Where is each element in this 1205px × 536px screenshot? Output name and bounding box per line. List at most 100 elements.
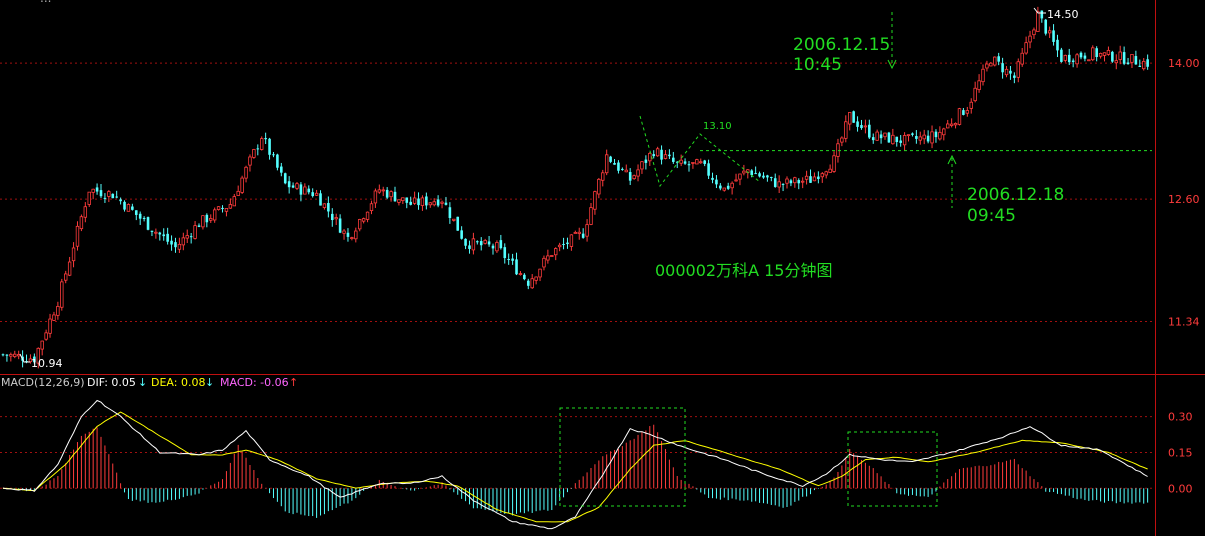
- candle[interactable]: [1146, 54, 1149, 70]
- candle[interactable]: [365, 211, 370, 223]
- candle[interactable]: [789, 178, 793, 187]
- candle[interactable]: [785, 176, 789, 189]
- candle[interactable]: [542, 255, 546, 271]
- candle[interactable]: [1130, 54, 1134, 69]
- candle[interactable]: [820, 172, 824, 183]
- candle[interactable]: [777, 175, 781, 193]
- candle[interactable]: [577, 227, 581, 240]
- candle[interactable]: [5, 354, 9, 362]
- candle[interactable]: [1102, 52, 1107, 62]
- candle[interactable]: [67, 256, 72, 277]
- candle[interactable]: [166, 227, 169, 245]
- candle[interactable]: [957, 107, 962, 126]
- candle[interactable]: [648, 152, 652, 166]
- candle[interactable]: [16, 350, 21, 360]
- candle[interactable]: [856, 116, 859, 132]
- candle[interactable]: [523, 273, 526, 281]
- candle[interactable]: [264, 132, 267, 145]
- candle[interactable]: [1067, 48, 1071, 66]
- candle[interactable]: [895, 136, 899, 147]
- candle[interactable]: [170, 235, 173, 251]
- candle[interactable]: [985, 60, 989, 72]
- candle[interactable]: [766, 174, 769, 182]
- candle[interactable]: [314, 189, 319, 196]
- candle[interactable]: [1083, 52, 1087, 62]
- candle[interactable]: [1118, 45, 1122, 65]
- candle[interactable]: [319, 190, 322, 206]
- candle[interactable]: [158, 231, 162, 241]
- candle[interactable]: [1001, 57, 1004, 79]
- candle[interactable]: [201, 215, 205, 230]
- candle[interactable]: [911, 132, 914, 137]
- candle[interactable]: [358, 218, 362, 232]
- candle[interactable]: [134, 210, 138, 221]
- candle[interactable]: [1028, 30, 1032, 49]
- candle[interactable]: [781, 183, 785, 192]
- candle[interactable]: [604, 149, 609, 176]
- candle[interactable]: [1087, 59, 1091, 62]
- candle[interactable]: [189, 233, 193, 244]
- dif-line[interactable]: [2, 399, 1148, 530]
- candle[interactable]: [138, 211, 142, 225]
- candle[interactable]: [793, 176, 797, 188]
- candle[interactable]: [922, 129, 926, 145]
- macd-histogram[interactable]: [2, 424, 1149, 518]
- candle[interactable]: [868, 119, 871, 140]
- candle[interactable]: [719, 183, 722, 191]
- candle[interactable]: [456, 216, 460, 231]
- candle[interactable]: [272, 151, 275, 158]
- candle[interactable]: [91, 188, 95, 200]
- candle[interactable]: [1060, 47, 1063, 63]
- candle[interactable]: [75, 221, 80, 251]
- candle[interactable]: [295, 182, 299, 190]
- candle[interactable]: [800, 177, 805, 189]
- candle[interactable]: [609, 155, 612, 164]
- candle[interactable]: [126, 203, 131, 212]
- candle[interactable]: [683, 158, 687, 165]
- candle[interactable]: [483, 238, 487, 245]
- candle[interactable]: [840, 136, 844, 147]
- candle[interactable]: [1142, 58, 1146, 71]
- candle[interactable]: [115, 190, 118, 199]
- candle[interactable]: [973, 81, 977, 103]
- candle[interactable]: [722, 187, 726, 192]
- candle[interactable]: [668, 149, 671, 159]
- candle[interactable]: [405, 197, 409, 209]
- candle[interactable]: [342, 228, 346, 240]
- candle[interactable]: [848, 112, 852, 131]
- candle[interactable]: [1122, 46, 1126, 66]
- candle[interactable]: [56, 301, 60, 320]
- candle[interactable]: [9, 352, 13, 362]
- candle[interactable]: [511, 253, 514, 265]
- candle[interactable]: [1106, 46, 1111, 56]
- candle[interactable]: [530, 274, 534, 289]
- candle[interactable]: [83, 202, 88, 223]
- candle[interactable]: [103, 193, 107, 203]
- candle[interactable]: [730, 181, 734, 195]
- candle[interactable]: [460, 226, 463, 240]
- candle[interactable]: [624, 164, 628, 173]
- candle[interactable]: [432, 198, 436, 207]
- candle[interactable]: [464, 238, 467, 250]
- candle[interactable]: [538, 268, 542, 282]
- candle[interactable]: [887, 131, 891, 143]
- candle[interactable]: [495, 240, 499, 253]
- candle[interactable]: [280, 162, 283, 177]
- candle[interactable]: [417, 192, 420, 210]
- candle[interactable]: [597, 177, 601, 199]
- candle[interactable]: [934, 129, 938, 143]
- candle[interactable]: [87, 191, 91, 207]
- candle[interactable]: [40, 340, 44, 356]
- candle[interactable]: [244, 165, 248, 183]
- candle[interactable]: [283, 172, 287, 185]
- candle[interactable]: [111, 193, 115, 199]
- candle[interactable]: [1040, 10, 1044, 23]
- candle[interactable]: [123, 200, 126, 212]
- candle[interactable]: [1013, 72, 1016, 84]
- candle[interactable]: [1009, 65, 1012, 80]
- candle[interactable]: [373, 188, 378, 208]
- candle[interactable]: [809, 169, 812, 183]
- candle[interactable]: [420, 195, 425, 211]
- candle[interactable]: [703, 159, 706, 167]
